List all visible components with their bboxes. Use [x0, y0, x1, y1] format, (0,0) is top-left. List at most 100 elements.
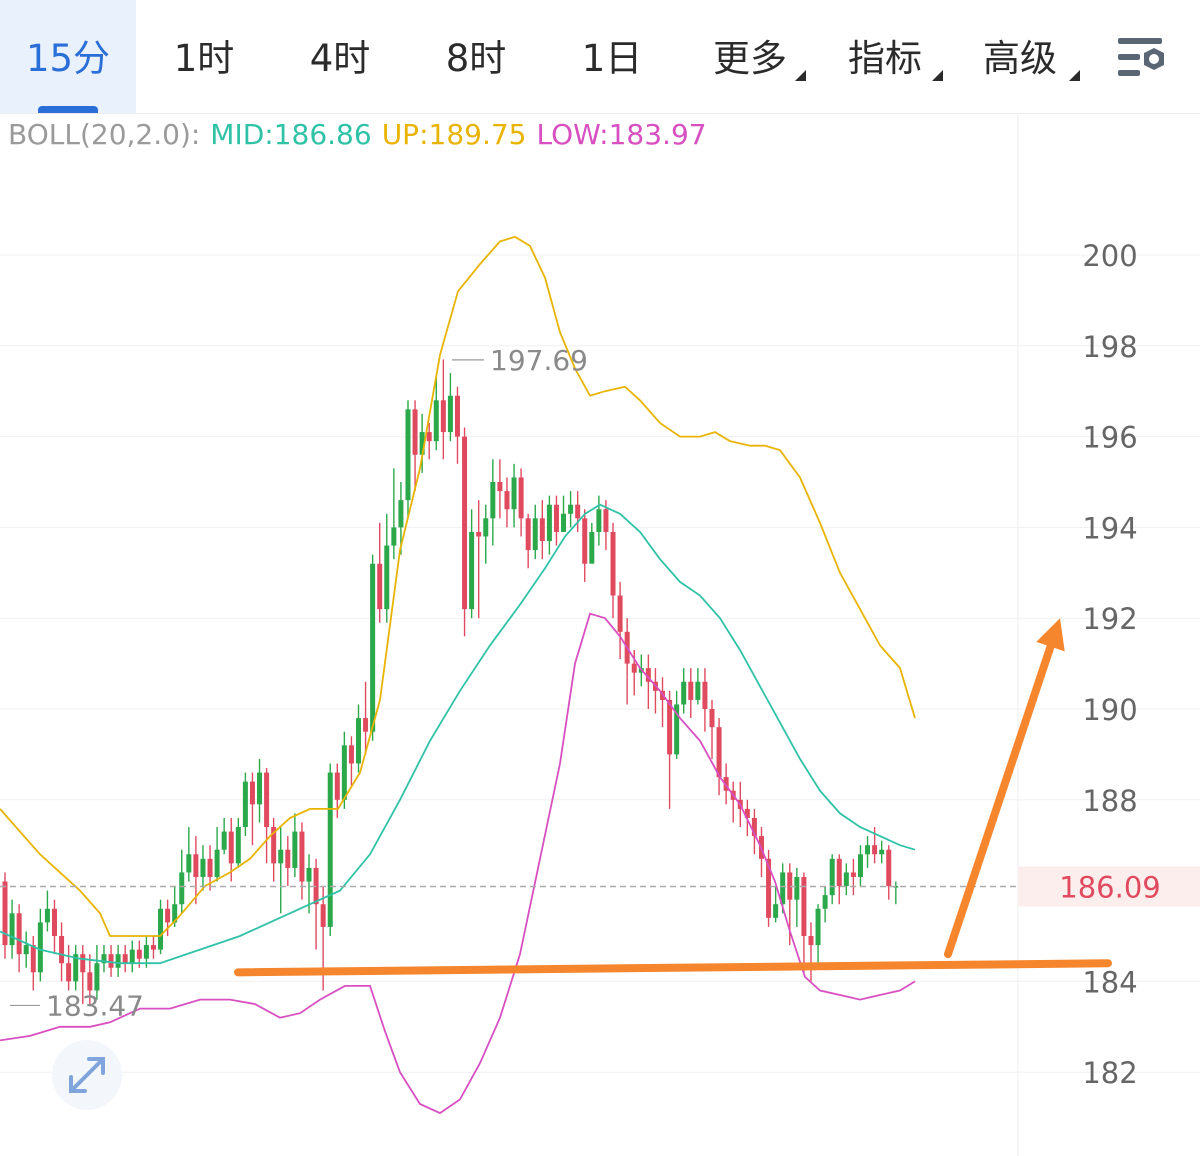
max-price-label: 197.69 — [490, 344, 588, 377]
candle — [87, 954, 93, 1005]
trend-arrow-annotation — [944, 642, 1055, 959]
candle-body — [561, 513, 567, 532]
tab-8hour[interactable]: 8时 — [408, 0, 544, 113]
y-tick-label: 192 — [1082, 602, 1137, 636]
candle-body — [709, 709, 715, 728]
candle — [681, 668, 687, 714]
candle-body — [228, 831, 234, 864]
candle — [674, 690, 680, 759]
trend-arrow-head — [1036, 618, 1065, 652]
current-price-badge — [1018, 866, 1200, 907]
candle — [363, 681, 369, 755]
candle — [801, 872, 807, 973]
tab-4hour[interactable]: 4时 — [272, 0, 408, 113]
candle-body — [384, 545, 390, 610]
y-tick-label: 188 — [1082, 784, 1137, 818]
boll-mid-value: MID:186.86 — [210, 118, 372, 151]
candle — [299, 822, 305, 900]
candle-body — [16, 913, 22, 955]
candle-body — [370, 563, 376, 732]
candle-body — [822, 895, 828, 909]
candle-body — [363, 718, 369, 732]
candle — [582, 509, 588, 582]
candle-body — [398, 500, 404, 528]
candle — [398, 482, 404, 555]
tab-advanced[interactable]: 高级 — [955, 0, 1085, 113]
candle-body — [681, 681, 687, 705]
candle — [766, 849, 772, 927]
candle — [278, 827, 284, 914]
candle — [292, 813, 298, 877]
candle — [829, 854, 835, 905]
candle — [313, 858, 319, 950]
candle — [44, 890, 50, 932]
candlestick-chart[interactable]: 200 198 196 194 192 190 188 184 182 186.09 197.69 1… — [0, 113, 1200, 1156]
chart-settings-icon[interactable] — [1112, 34, 1172, 84]
candle — [51, 899, 57, 955]
candle-body — [511, 477, 517, 510]
candle-body — [886, 849, 892, 887]
candle — [193, 836, 199, 905]
candle-body — [143, 945, 149, 959]
candle — [264, 768, 270, 864]
min-price-label: 183.47 — [46, 989, 144, 1022]
candle-body — [773, 904, 779, 918]
candle-body — [850, 872, 856, 877]
tab-1hour[interactable]: 1时 — [136, 0, 272, 113]
candle-body — [214, 849, 220, 877]
candle-body — [313, 867, 319, 905]
candle-body — [405, 409, 411, 501]
candle — [695, 668, 701, 705]
candle-body — [278, 849, 284, 864]
candle — [447, 373, 453, 442]
boll-legend: BOLL(20,2.0): MID:186.86 UP:189.75 LOW:183.… — [8, 118, 717, 151]
candle-body — [320, 904, 326, 927]
tab-more[interactable]: 更多 — [680, 0, 820, 113]
candle-body — [702, 681, 708, 709]
tab-label: 15分 — [25, 37, 111, 80]
candle — [94, 945, 100, 1000]
candle — [709, 699, 715, 759]
candle — [553, 495, 559, 546]
candle-body — [356, 718, 361, 764]
candle-body — [857, 854, 863, 877]
candle-body — [553, 504, 559, 532]
candle-body — [610, 531, 616, 596]
candle — [511, 463, 517, 528]
candle-body — [186, 854, 192, 873]
candle — [836, 854, 842, 905]
boll-mid-band-line — [0, 503, 916, 965]
candle — [384, 513, 390, 623]
candle — [893, 881, 899, 905]
tab-indicators[interactable]: 指标 — [820, 0, 950, 113]
candle-body — [200, 858, 206, 877]
candle — [271, 817, 277, 882]
candle-body — [744, 808, 750, 818]
candle-body — [73, 954, 79, 982]
expand-chart-button[interactable] — [52, 1040, 122, 1110]
candle — [16, 904, 22, 973]
candle-body — [257, 772, 263, 805]
candle-body — [476, 531, 482, 537]
tab-15min[interactable]: 15分 — [0, 0, 136, 113]
candle-body — [462, 436, 468, 610]
candle — [108, 945, 114, 977]
candle-body — [348, 745, 354, 764]
candle-body — [447, 395, 453, 433]
candle-body — [94, 963, 100, 991]
candle — [348, 736, 354, 787]
candle — [129, 940, 135, 973]
tab-1day[interactable]: 1日 — [544, 0, 680, 113]
candle — [23, 931, 29, 968]
y-tick-label: 194 — [1082, 511, 1137, 545]
candle-body — [207, 858, 213, 877]
candle-body — [235, 827, 241, 864]
candle-body — [631, 663, 637, 673]
candle — [546, 495, 552, 555]
candle — [426, 422, 432, 460]
candle-body — [780, 872, 786, 905]
candle-body — [568, 504, 574, 514]
tab-label: 1时 — [173, 37, 235, 80]
candle — [497, 459, 503, 519]
candle-body — [815, 908, 821, 946]
